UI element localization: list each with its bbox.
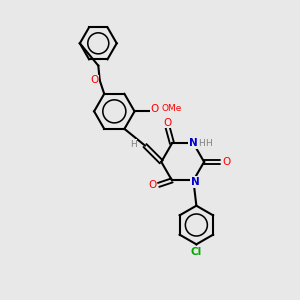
Text: O: O xyxy=(151,104,159,114)
Text: OMe: OMe xyxy=(161,104,182,113)
Text: H: H xyxy=(130,140,136,148)
Text: O: O xyxy=(90,76,98,85)
Text: Cl: Cl xyxy=(191,247,202,257)
Text: H: H xyxy=(205,139,212,148)
Text: O: O xyxy=(222,157,230,167)
Text: O: O xyxy=(164,118,172,128)
Text: N: N xyxy=(189,138,198,148)
Text: O: O xyxy=(148,180,157,190)
Text: N: N xyxy=(190,177,199,187)
Text: H: H xyxy=(198,139,205,148)
